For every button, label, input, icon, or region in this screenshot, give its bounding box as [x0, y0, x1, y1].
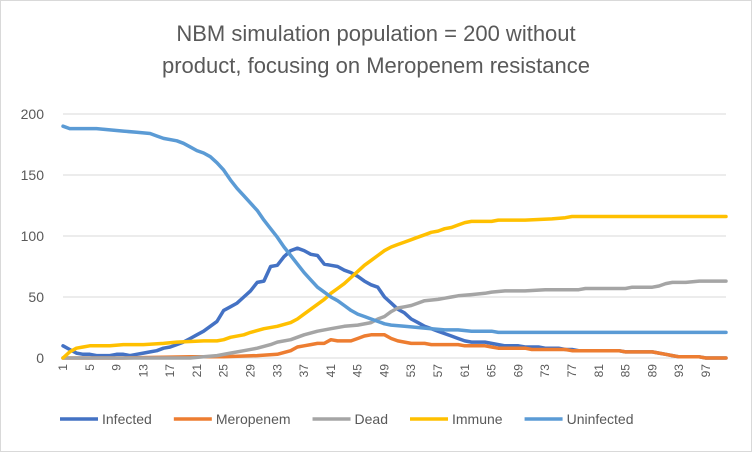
x-tick-label-77: 77	[565, 364, 579, 378]
series-line-dead	[61, 279, 728, 360]
x-tick-label-45: 45	[351, 364, 365, 378]
x-tick-label-41: 41	[324, 364, 338, 378]
gridlines	[63, 113, 726, 298]
legend-label-dead: Dead	[355, 411, 388, 427]
legend-label-uninfected: Uninfected	[567, 411, 634, 427]
x-tick-label-57: 57	[431, 364, 445, 378]
x-tick-label-21: 21	[190, 364, 204, 378]
chart-title-line-1: NBM simulation population = 200 without	[176, 21, 576, 46]
y-tick-label-150: 150	[21, 167, 45, 183]
x-tick-label-33: 33	[270, 364, 284, 378]
legend-label-immune: Immune	[452, 411, 503, 427]
x-tick-label-73: 73	[538, 364, 552, 378]
y-tick-label-50: 50	[28, 289, 44, 305]
legend-label-meropenem: Meropenem	[216, 411, 291, 427]
legend: Infected Meropenem Dead Immune Uninfected	[60, 411, 634, 427]
x-tick-label-49: 49	[377, 364, 391, 378]
x-tick-label-17: 17	[163, 364, 177, 378]
chart-title-line-2: product, focusing on Meropenem resistanc…	[161, 53, 590, 78]
y-tick-label-100: 100	[21, 228, 45, 244]
y-tick-label-0: 0	[36, 350, 44, 366]
y-tick-label-200: 200	[21, 106, 45, 122]
x-tick-label-93: 93	[672, 364, 686, 378]
x-axis-ticks: 1 5 9 13 17 21 25 29 33 37 41 45 49 53 57 61 65 69 73 77 81 8…	[56, 364, 713, 378]
x-tick-label-81: 81	[592, 364, 606, 378]
x-tick-label-97: 97	[699, 364, 713, 378]
x-tick-label-9: 9	[110, 364, 124, 371]
x-tick-label-65: 65	[485, 364, 499, 378]
x-tick-label-69: 69	[511, 364, 525, 378]
x-tick-label-25: 25	[217, 364, 231, 378]
legend-label-infected: Infected	[102, 411, 152, 427]
chart-title: NBM simulation population = 200 without …	[0, 18, 752, 82]
series-line-meropenem	[61, 333, 728, 360]
x-tick-label-1: 1	[56, 364, 70, 371]
x-tick-label-89: 89	[645, 364, 659, 378]
series-line-uninfected	[61, 124, 728, 335]
series-line-immune	[61, 214, 728, 360]
x-tick-label-37: 37	[297, 364, 311, 378]
y-axis-ticks: 0 50 100 150 200	[21, 106, 45, 366]
x-tick-label-61: 61	[458, 364, 472, 378]
x-tick-label-5: 5	[83, 364, 97, 371]
x-tick-label-29: 29	[244, 364, 258, 378]
series-lines	[61, 124, 728, 360]
x-tick-label-13: 13	[136, 364, 150, 378]
x-tick-label-53: 53	[404, 364, 418, 378]
x-tick-label-85: 85	[619, 364, 633, 378]
